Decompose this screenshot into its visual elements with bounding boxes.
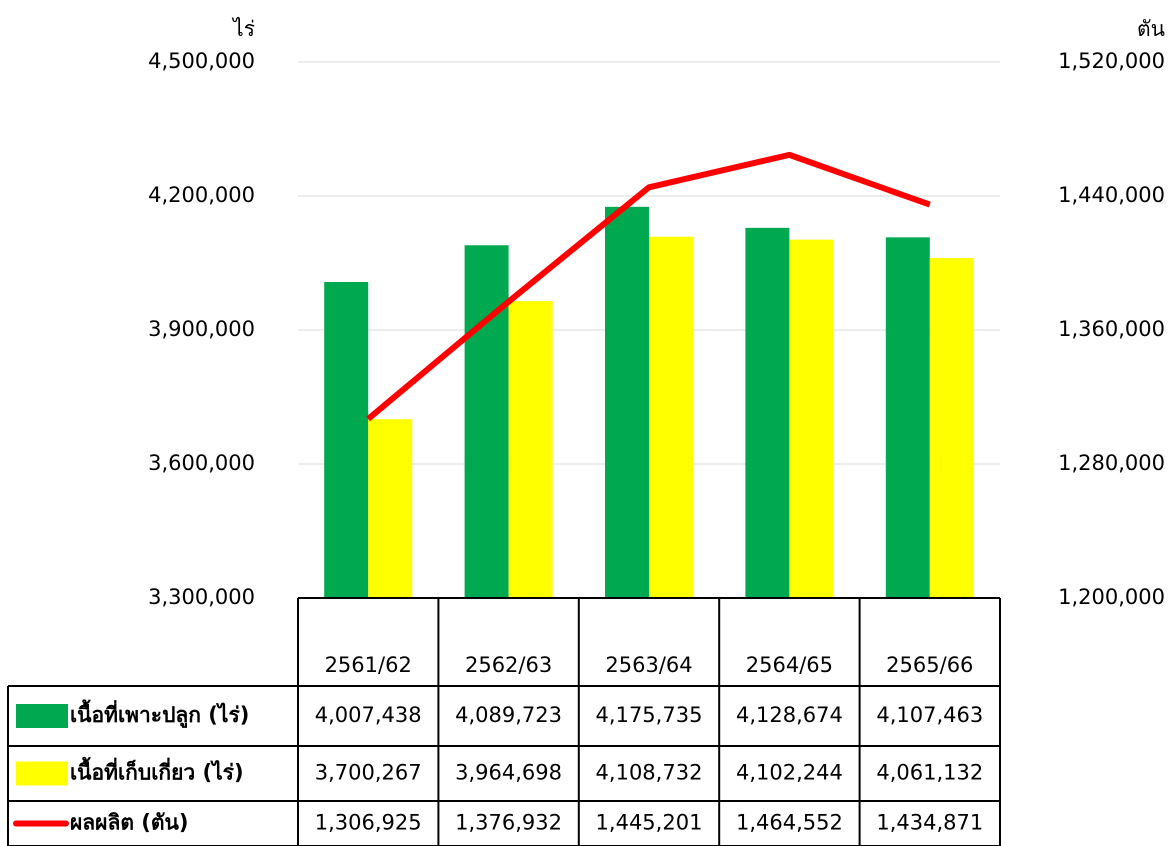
- x-tick-label: 2564/65: [746, 653, 833, 677]
- y-tick-label: 3,900,000: [148, 317, 255, 341]
- y2-axis-unit: ตัน: [1137, 17, 1165, 41]
- table-value: 4,107,463: [876, 703, 983, 727]
- bar: [464, 245, 509, 598]
- bar: [745, 227, 790, 598]
- y2-tick-label: 1,440,000: [1058, 183, 1165, 207]
- bar: [649, 236, 693, 599]
- y2-tick-label: 1,520,000: [1058, 49, 1165, 73]
- legend-swatch: [16, 761, 68, 786]
- y2-tick-label: 1,360,000: [1058, 317, 1165, 341]
- bar: [929, 258, 974, 598]
- bar: [789, 239, 834, 598]
- table-value: 1,306,925: [315, 811, 422, 835]
- table-value: 4,061,132: [876, 761, 983, 785]
- bar: [324, 282, 369, 598]
- table-value: 1,464,552: [736, 811, 843, 835]
- legend-label: เนื้อที่เก็บเกี่ยว (ไร่): [70, 757, 244, 785]
- legend-label: เนื้อที่เพาะปลูก (ไร่): [70, 699, 249, 729]
- table-value: 4,175,735: [596, 703, 703, 727]
- table-value: 1,434,871: [876, 811, 983, 835]
- line: [366, 151, 931, 422]
- table-value: 3,700,267: [315, 761, 422, 785]
- y-tick-label: 4,200,000: [148, 183, 255, 207]
- x-tick-label: 2562/63: [465, 653, 552, 677]
- legend-swatch: [16, 704, 68, 728]
- y2-tick-label: 1,200,000: [1058, 585, 1165, 609]
- bar: [605, 206, 649, 598]
- table-value: 4,089,723: [455, 703, 562, 727]
- legend-label: ผลผลิต (ตัน): [70, 811, 188, 835]
- bar: [368, 419, 413, 598]
- table-value: 4,007,438: [315, 703, 422, 727]
- table-value: 4,128,674: [736, 703, 843, 727]
- y-axis-unit: ไร่: [231, 17, 255, 41]
- x-tick-label: 2563/64: [605, 653, 692, 677]
- x-tick-label: 2561/62: [325, 653, 412, 677]
- bar: [508, 301, 553, 598]
- table-value: 1,445,201: [596, 811, 703, 835]
- table-value: 3,964,698: [455, 761, 562, 785]
- y-tick-label: 3,600,000: [148, 451, 255, 475]
- y-tick-label: 3,300,000: [148, 585, 255, 609]
- table-value: 1,376,932: [455, 811, 562, 835]
- y2-tick-label: 1,280,000: [1058, 451, 1165, 475]
- y-tick-label: 4,500,000: [148, 49, 255, 73]
- bar: [885, 237, 930, 598]
- x-tick-label: 2565/66: [886, 653, 973, 677]
- table-value: 4,108,732: [596, 761, 703, 785]
- table-value: 4,102,244: [736, 761, 843, 785]
